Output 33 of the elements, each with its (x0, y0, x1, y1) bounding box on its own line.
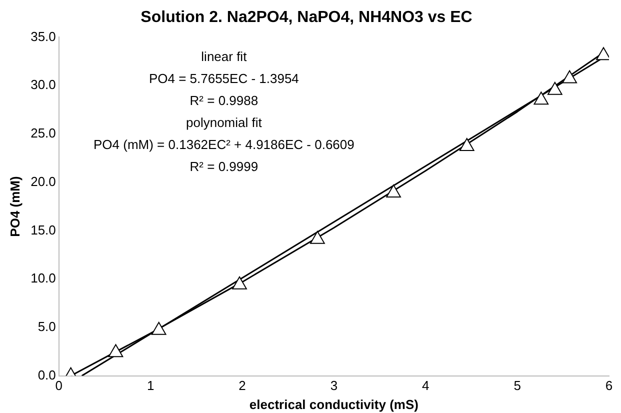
annotation: R² = 0.9999 (190, 158, 258, 174)
y-tick-label: 0.0 (38, 367, 56, 382)
x-tick-label: 4 (422, 378, 430, 394)
y-tick-label: 25.0 (30, 126, 56, 141)
y-tick-label: 20.0 (30, 174, 56, 189)
point (547, 82, 562, 95)
point (562, 70, 578, 84)
point (232, 276, 247, 290)
chart-title: Solution 2. Na2PO4, NaPO4, NH4NO3 vs EC (140, 9, 473, 26)
annotation: PO4 (mM) = 0.1362EC² + 4.9186EC - 0.6609 (94, 136, 354, 152)
y-tick-label: 10.0 (30, 270, 56, 286)
y-axis-title: PO4 (mM) (7, 176, 22, 237)
annotation: R² = 0.9988 (190, 92, 258, 108)
point (534, 92, 549, 105)
x-axis-title: electrical conductivity (mS) (249, 396, 418, 412)
point (310, 230, 325, 244)
y-tick-label: 35.0 (30, 28, 56, 44)
x-tick-label: 1 (146, 378, 154, 394)
x-tick-label: 3 (330, 378, 338, 394)
y-tick-label: 15.0 (30, 222, 56, 238)
point (108, 344, 124, 358)
x-tick-label: 2 (238, 378, 246, 394)
annotation: linear fit (201, 48, 248, 64)
y-tick-label: 30.0 (30, 77, 56, 92)
annotation: PO4 = 5.7655EC - 1.3954 (148, 70, 299, 86)
y-tick-label: 5.0 (38, 319, 56, 334)
x-tick-label: 0 (55, 378, 63, 394)
x-tick-label: 5 (514, 378, 521, 394)
x-tick-label: 6 (605, 378, 613, 394)
annotation: polynomial fit (186, 114, 262, 130)
point (459, 138, 474, 152)
point (151, 322, 166, 335)
point (386, 184, 401, 198)
